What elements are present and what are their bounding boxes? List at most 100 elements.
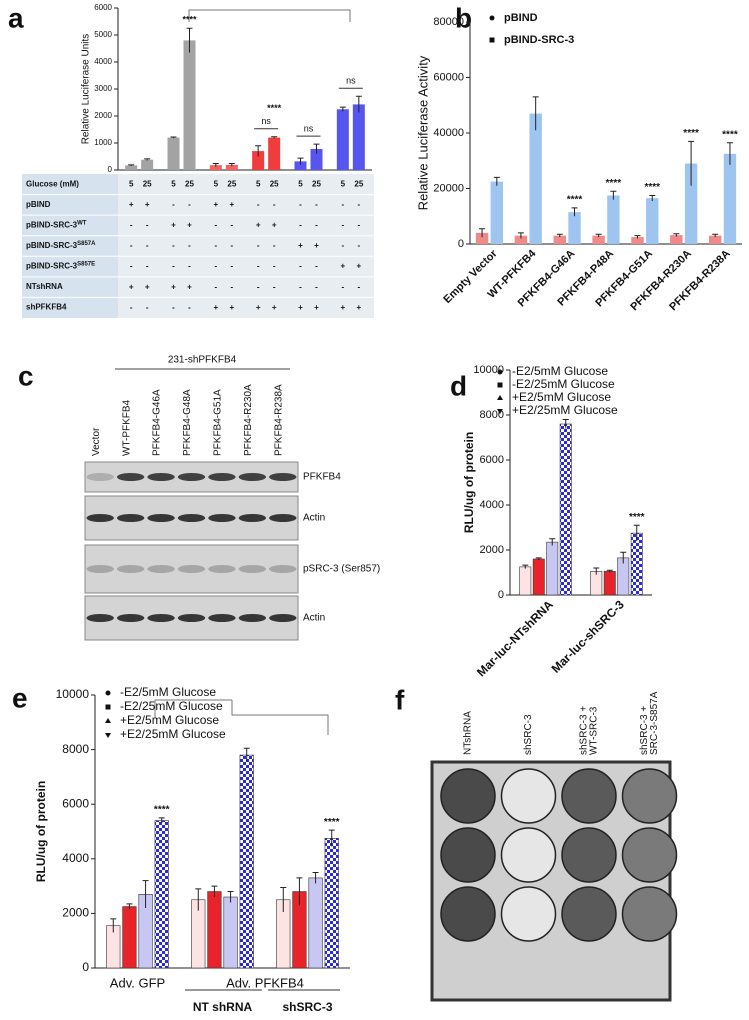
band-label: Actin (303, 613, 325, 624)
row-label-text: NTshRNA (26, 282, 63, 291)
blot-band (86, 514, 114, 522)
table-cell: + (229, 200, 234, 209)
blot-band (86, 565, 114, 573)
bar (723, 153, 737, 244)
blot-band (208, 514, 236, 522)
error-bar (328, 829, 335, 847)
error-bar (712, 233, 719, 238)
legend-label: -E2/25mM Glucose (512, 377, 615, 391)
table-cell: - (315, 200, 318, 209)
lane-label: PFKFB4-R238A (273, 384, 284, 456)
table-row-label: pBIND-SRC-3S857A (26, 241, 96, 251)
y-tick-label: 6000 (480, 454, 504, 466)
table-cell: 5 (129, 179, 134, 188)
error-bar (297, 157, 304, 165)
bar (141, 159, 154, 170)
bar (519, 566, 532, 596)
y-tick-label: 1000 (94, 138, 112, 147)
band-label: pSRC-3 (Ser857) (303, 564, 380, 575)
table-cell: - (130, 241, 133, 250)
bar (603, 571, 616, 596)
bar (125, 165, 138, 170)
bracket (188, 9, 351, 22)
table-cell: - (188, 241, 191, 250)
y-tick-label: 20000 (433, 182, 464, 194)
plate-label: SRC-3-S857A (649, 691, 660, 755)
blot-panel (84, 544, 299, 594)
table-cell: - (357, 241, 360, 250)
bar (514, 235, 528, 244)
legend-label: +E2/25mM Glucose (120, 727, 226, 741)
error-bar (634, 235, 641, 239)
blot-band (238, 614, 267, 622)
error-bar (186, 27, 193, 53)
table-cell: - (357, 200, 360, 209)
bar (553, 235, 566, 244)
bar (183, 40, 196, 171)
legend-marker (489, 15, 495, 21)
legend-marker (497, 382, 503, 388)
table-cell: - (172, 200, 175, 209)
blot-band (177, 514, 206, 522)
row-label-sup: S857E (77, 261, 95, 267)
table-cell: - (299, 282, 302, 291)
x-tick-label: Mar-luc-shSRC-3 (549, 597, 627, 675)
y-tick-label: 4000 (94, 57, 112, 66)
table-cell: + (229, 303, 234, 312)
legend-label: +E2/5mM Glucose (512, 390, 611, 404)
blot-band (177, 473, 206, 481)
table-cell: - (341, 200, 344, 209)
y-tick-label: 6000 (94, 3, 112, 12)
bar (207, 891, 222, 969)
legend-label: pBIND-SRC-3 (504, 34, 574, 46)
error-bar (620, 551, 627, 564)
error-bar (595, 233, 602, 238)
panel-letter: d (450, 370, 467, 401)
y-tick-label: 10000 (473, 364, 504, 376)
blot-band (269, 473, 297, 481)
bar (223, 896, 238, 969)
table-cell: - (230, 241, 233, 250)
table-cell: - (341, 221, 344, 230)
blot-band (238, 514, 267, 522)
table-cell: - (214, 241, 217, 250)
bar (592, 235, 605, 244)
row-label-text: Glucose (mM) (26, 179, 79, 188)
bar (529, 113, 542, 244)
error-bar (110, 918, 117, 933)
blot-band (116, 565, 145, 573)
row-label-text: pBIND-SRC-3 (26, 262, 78, 271)
table-cell: - (172, 241, 175, 250)
bar (336, 109, 349, 170)
error-bar (243, 747, 250, 762)
table-cell: + (145, 200, 150, 209)
error-bar (280, 886, 287, 913)
y-tick-label: 4000 (480, 499, 504, 511)
lane-label: WT-PFKFB4 (121, 399, 132, 456)
table-cell: + (256, 221, 261, 230)
table-cell: 25 (270, 179, 279, 188)
pair-label: ns (346, 76, 356, 86)
table-cell: - (130, 303, 133, 312)
legend-marker (105, 733, 111, 738)
y-tick-label: 40000 (433, 127, 464, 139)
significance: **** (154, 804, 170, 815)
table-cell: + (145, 282, 150, 291)
bracket (154, 699, 329, 735)
table-cell: - (257, 282, 260, 291)
error-bar (128, 164, 135, 166)
table-cell: + (272, 221, 277, 230)
pair-label: ns (304, 123, 314, 133)
error-bar (562, 419, 569, 429)
error-bar (355, 95, 362, 113)
table-cell: - (315, 282, 318, 291)
panel-letter: a (8, 2, 24, 33)
table-row-label: shPFKFB4 (26, 303, 67, 312)
group-label: Adv. PFKFB4 (226, 975, 304, 990)
blot-band (238, 473, 267, 481)
bar (590, 571, 603, 596)
table-cell: + (213, 303, 218, 312)
bar (568, 212, 581, 244)
significance: **** (182, 15, 197, 25)
